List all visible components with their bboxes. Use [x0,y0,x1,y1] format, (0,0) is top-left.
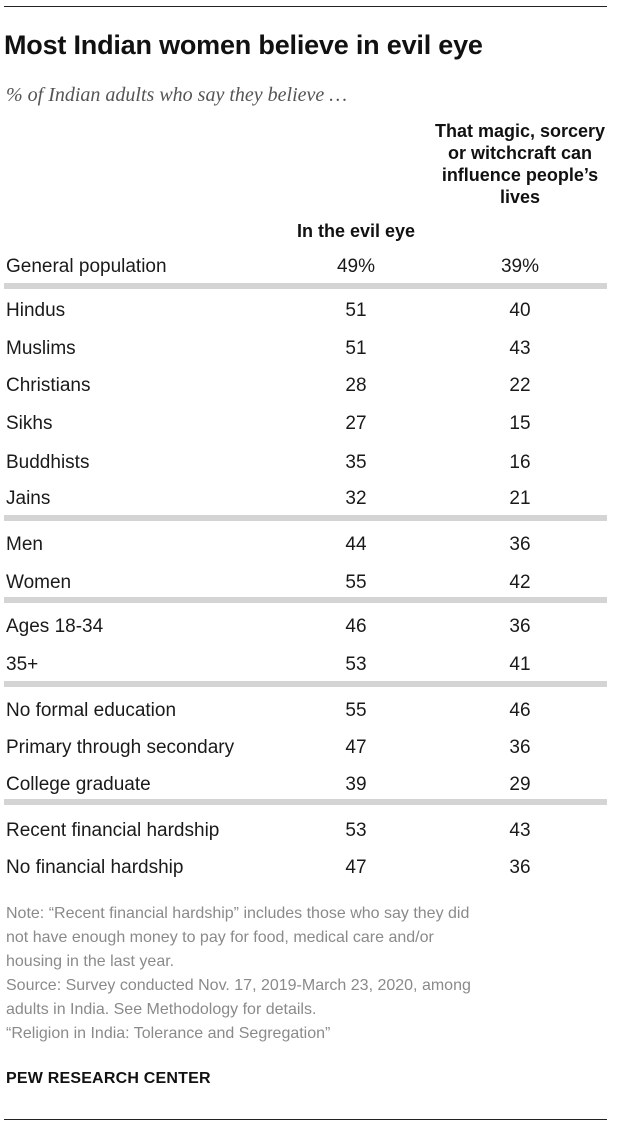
note-block: Note: “Recent financial hardship” includ… [6,902,606,1046]
value-evil-eye: 55 [345,572,367,593]
value-evil-eye: 27 [345,413,367,434]
row-label: Hindus [6,300,66,321]
table-row: Sikhs 27 15 [0,407,620,441]
row-label: 35+ [6,654,39,675]
table-row: No formal education 55 46 [0,694,620,728]
value-evil-eye: 39 [345,774,367,795]
table-row: Men 44 36 [0,528,620,562]
value-magic: 42 [509,572,531,593]
value-magic: 43 [509,820,531,841]
value-evil-eye: 51 [345,300,367,321]
row-label: Buddhists [6,452,90,473]
value-magic: 46 [509,700,531,721]
chart-subtitle: % of Indian adults who say they believe … [6,84,348,106]
group-separator [4,515,607,521]
group-separator [4,597,607,603]
value-evil-eye: 32 [345,488,367,509]
value-magic: 15 [509,413,531,434]
value-evil-eye: 35 [345,452,367,473]
row-label: No financial hardship [6,857,184,878]
table-row: Buddhists 35 16 [0,446,620,480]
table-row: Hindus 51 40 [0,294,620,328]
report-title-line: “Religion in India: Tolerance and Segreg… [6,1025,331,1042]
brand-logo-text: PEW RESEARCH CENTER [6,1070,211,1087]
row-label: Men [6,534,43,555]
value-evil-eye: 49% [336,256,376,277]
value-magic: 36 [509,616,531,637]
table-row: Recent financial hardship 53 43 [0,814,620,848]
value-magic: 36 [509,857,531,878]
value-magic: 29 [509,774,531,795]
row-label: Sikhs [6,413,53,434]
table-row: Ages 18-34 46 36 [0,610,620,644]
table-row: 35+ 53 41 [0,648,620,682]
value-evil-eye: 47 [345,857,367,878]
value-magic: 36 [509,737,531,758]
note-line: Note: “Recent financial hardship” includ… [6,905,470,922]
top-rule [4,6,607,7]
value-magic: 39% [500,256,540,277]
group-separator [4,681,607,687]
row-label: Christians [6,375,91,396]
value-magic: 16 [509,452,531,473]
value-evil-eye: 47 [345,737,367,758]
source-line: adults in India. See Methodology for det… [6,1001,317,1018]
column-header-magic: That magic, sorcery or witchcraft can in… [434,121,606,207]
note-line: housing in the last year. [6,953,175,970]
value-magic: 36 [509,534,531,555]
table-row: Women 55 42 [0,566,620,600]
group-separator [4,283,607,289]
value-evil-eye: 51 [345,338,367,359]
value-magic: 40 [509,300,531,321]
value-evil-eye: 53 [345,820,367,841]
table-row: Muslims 51 43 [0,332,620,366]
row-label: Women [6,572,72,593]
table-row: Primary through secondary 47 36 [0,731,620,765]
chart-title: Most Indian women believe in evil eye [4,30,483,60]
row-label: College graduate [6,774,151,795]
row-label: Recent financial hardship [6,820,220,841]
table-row: Jains 32 21 [0,482,620,516]
group-separator [4,799,607,805]
row-label: Jains [6,488,51,509]
value-magic: 43 [509,338,531,359]
source-line: Source: Survey conducted Nov. 17, 2019-M… [6,977,471,994]
table-row: General population 49% 39% [0,250,620,284]
table-row: Christians 28 22 [0,369,620,403]
row-label: Ages 18-34 [6,616,104,637]
value-evil-eye: 55 [345,700,367,721]
row-label: No formal education [6,700,177,721]
value-magic: 22 [509,375,531,396]
value-magic: 21 [509,488,531,509]
row-label: Primary through secondary [6,737,235,758]
value-evil-eye: 53 [345,654,367,675]
row-label: Muslims [6,338,76,359]
row-label: General population [6,256,167,277]
bottom-rule [4,1119,607,1120]
note-line: not have enough money to pay for food, m… [6,929,434,946]
column-header-evil-eye: In the evil eye [296,221,416,241]
table-row: No financial hardship 47 36 [0,851,620,885]
table-row: College graduate 39 29 [0,768,620,802]
value-evil-eye: 44 [345,534,367,555]
value-evil-eye: 46 [345,616,367,637]
value-evil-eye: 28 [345,375,367,396]
value-magic: 41 [509,654,531,675]
